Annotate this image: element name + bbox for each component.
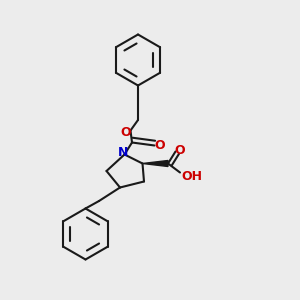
Text: OH: OH — [182, 169, 203, 183]
Text: O: O — [175, 143, 185, 157]
Polygon shape — [142, 160, 168, 166]
Text: O: O — [154, 139, 165, 152]
Text: O: O — [121, 125, 131, 139]
Text: N: N — [118, 146, 128, 159]
